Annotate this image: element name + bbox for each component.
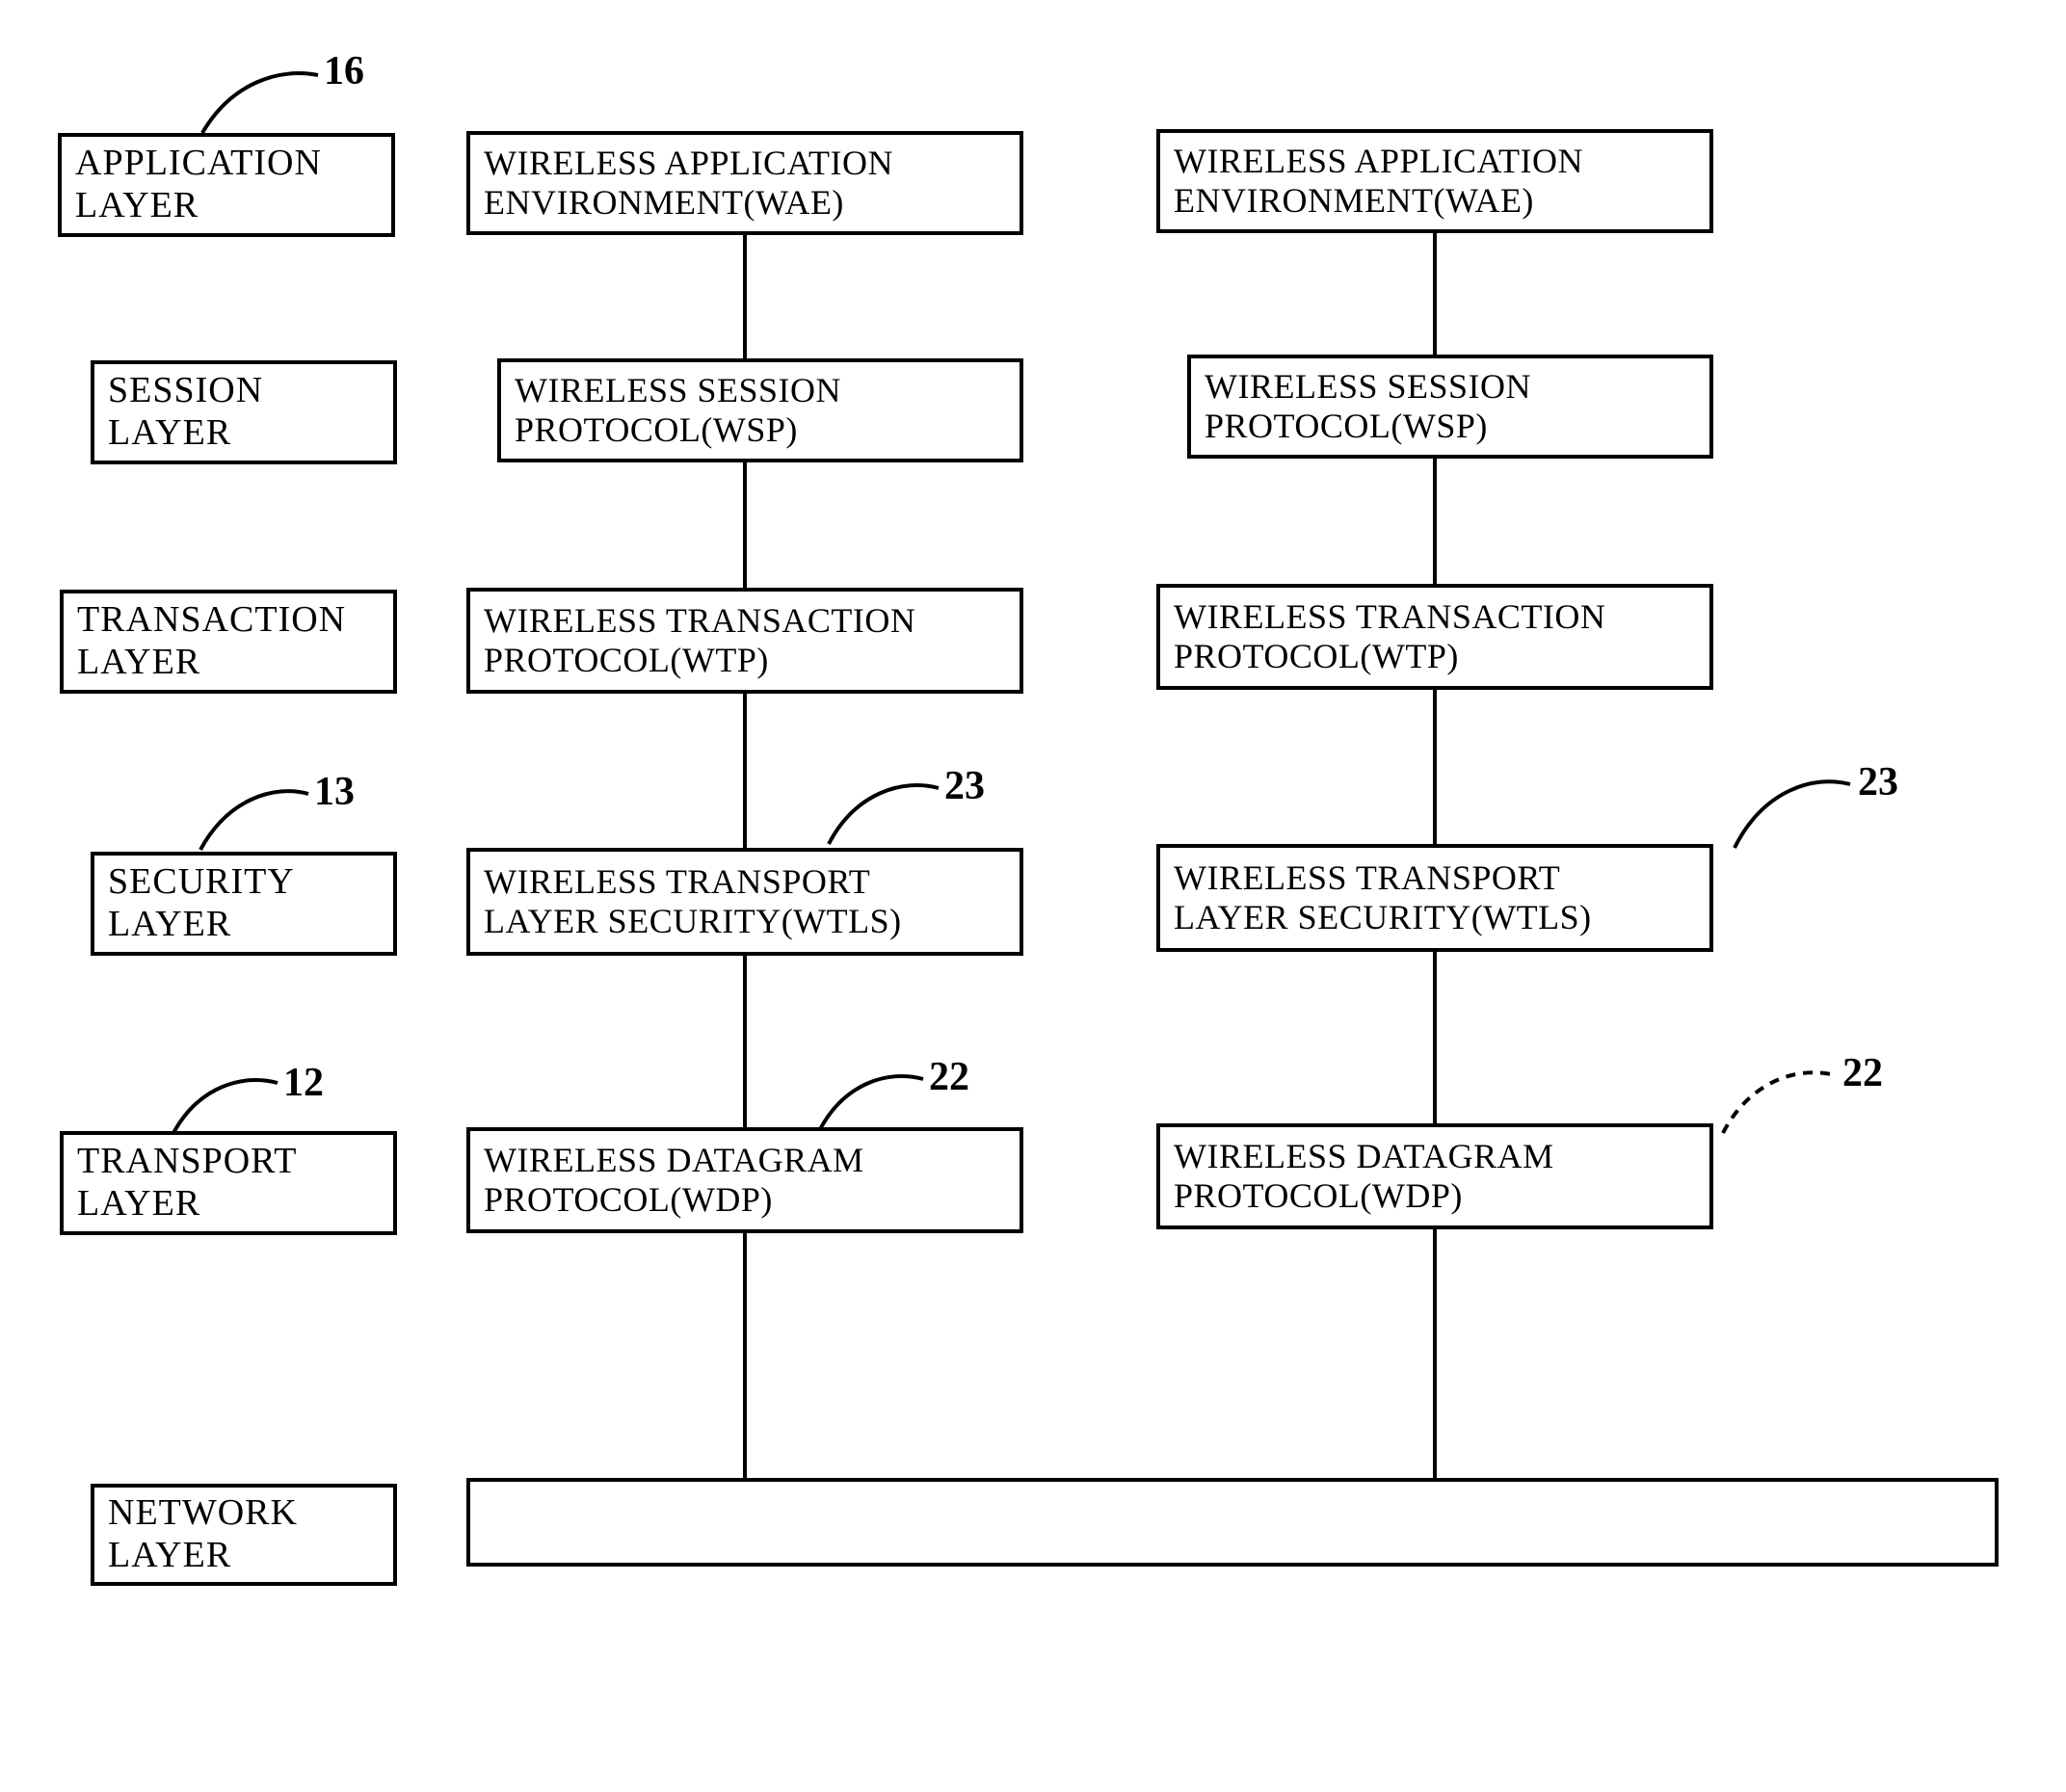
label-line: PROTOCOL(WDP) (1174, 1176, 1696, 1216)
label-line: LAYER (108, 904, 380, 946)
ref-13: 13 (314, 769, 355, 815)
layer-security: SECURITY LAYER (91, 852, 397, 956)
connector (1433, 1229, 1437, 1478)
connector (1433, 459, 1437, 584)
label-line: APPLICATION (75, 143, 378, 185)
label-line: WIRELESS TRANSPORT (1174, 858, 1696, 898)
label-line: WIRELESS DATAGRAM (1174, 1137, 1696, 1176)
lead-23b (1735, 773, 1850, 848)
label-line: SECURITY (108, 861, 380, 904)
label-line: LAYER (77, 642, 380, 684)
label-line: SESSION (108, 370, 380, 412)
lead-22b (1723, 1064, 1835, 1133)
connector (743, 462, 747, 588)
wap-stack-diagram: 16 13 12 23 23 22 22 APPLICATION LAYER S… (39, 39, 2027, 1753)
ref-12: 12 (283, 1060, 324, 1106)
ref-16: 16 (324, 48, 364, 94)
label-line: PROTOCOL(WSP) (515, 410, 1006, 450)
connector (743, 694, 747, 848)
label-line: TRANSACTION (77, 599, 380, 642)
col2-wae: WIRELESS APPLICATION ENVIRONMENT(WAE) (466, 131, 1023, 235)
label-line: LAYER (108, 1535, 380, 1577)
col2-wsp: WIRELESS SESSION PROTOCOL(WSP) (497, 358, 1023, 462)
lead-12 (173, 1071, 278, 1133)
label-line: WIRELESS TRANSPORT (484, 862, 1006, 902)
label-line: TRANSPORT (77, 1141, 380, 1183)
connector (1433, 233, 1437, 355)
label-line: LAYER (75, 185, 378, 227)
label-line: LAYER SECURITY(WTLS) (484, 902, 1006, 941)
connector (1433, 690, 1437, 844)
col2-wtp: WIRELESS TRANSACTION PROTOCOL(WTP) (466, 588, 1023, 694)
label-line: NETWORK (108, 1492, 380, 1535)
connector (743, 235, 747, 358)
ref-22-col3: 22 (1842, 1050, 1883, 1096)
connector (743, 1233, 747, 1478)
col2-wtls: WIRELESS TRANSPORT LAYER SECURITY(WTLS) (466, 848, 1023, 956)
layer-session: SESSION LAYER (91, 360, 397, 464)
network-bus-box (466, 1478, 1999, 1567)
label-line: WIRELESS APPLICATION (1174, 142, 1696, 181)
lead-22a (819, 1067, 923, 1131)
layer-transaction: TRANSACTION LAYER (60, 590, 397, 694)
lead-16 (202, 64, 318, 133)
label-line: ENVIRONMENT(WAE) (484, 183, 1006, 223)
col3-wdp: WIRELESS DATAGRAM PROTOCOL(WDP) (1156, 1123, 1713, 1229)
lead-13 (200, 782, 308, 850)
col3-wae: WIRELESS APPLICATION ENVIRONMENT(WAE) (1156, 129, 1713, 233)
label-line: PROTOCOL(WTP) (484, 641, 1006, 680)
connector (743, 956, 747, 1127)
layer-network: NETWORK LAYER (91, 1484, 397, 1586)
label-line: WIRELESS TRANSACTION (1174, 597, 1696, 637)
layer-application: APPLICATION LAYER (58, 133, 395, 237)
col3-wsp: WIRELESS SESSION PROTOCOL(WSP) (1187, 355, 1713, 459)
ref-23-col3: 23 (1858, 759, 1898, 805)
label-line: WIRELESS APPLICATION (484, 144, 1006, 183)
col3-wtp: WIRELESS TRANSACTION PROTOCOL(WTP) (1156, 584, 1713, 690)
lead-23a (829, 777, 939, 844)
layer-transport: TRANSPORT LAYER (60, 1131, 397, 1235)
ref-23-col2: 23 (944, 763, 985, 809)
ref-22-col2: 22 (929, 1054, 969, 1100)
col3-wtls: WIRELESS TRANSPORT LAYER SECURITY(WTLS) (1156, 844, 1713, 952)
col2-wdp: WIRELESS DATAGRAM PROTOCOL(WDP) (466, 1127, 1023, 1233)
label-line: PROTOCOL(WTP) (1174, 637, 1696, 676)
label-line: WIRELESS TRANSACTION (484, 601, 1006, 641)
label-line: PROTOCOL(WSP) (1205, 407, 1696, 446)
label-line: LAYER (108, 412, 380, 455)
label-line: ENVIRONMENT(WAE) (1174, 181, 1696, 221)
label-line: PROTOCOL(WDP) (484, 1180, 1006, 1220)
label-line: LAYER SECURITY(WTLS) (1174, 898, 1696, 937)
label-line: LAYER (77, 1183, 380, 1225)
connector (1433, 952, 1437, 1123)
label-line: WIRELESS SESSION (515, 371, 1006, 410)
label-line: WIRELESS DATAGRAM (484, 1141, 1006, 1180)
label-line: WIRELESS SESSION (1205, 367, 1696, 407)
